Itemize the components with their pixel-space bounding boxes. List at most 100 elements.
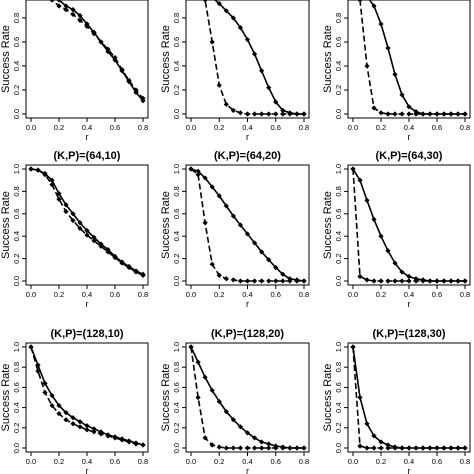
y-tick-label: 0.0 bbox=[12, 109, 21, 119]
dashed-series-line bbox=[30, 168, 144, 277]
data-point-marker bbox=[195, 172, 201, 178]
plot-area bbox=[44, 0, 146, 104]
data-point-marker bbox=[266, 278, 272, 284]
data-point-marker bbox=[202, 0, 208, 3]
data-point-marker bbox=[84, 228, 90, 234]
data-point-marker bbox=[105, 433, 111, 439]
x-tick-label: 0.4 bbox=[242, 123, 252, 132]
x-tick-label: 0.0 bbox=[348, 457, 358, 466]
data-point-marker bbox=[251, 445, 258, 451]
solid-series-line bbox=[213, 0, 304, 115]
data-point-marker bbox=[230, 277, 236, 283]
y-tick-label: 0.8 bbox=[172, 13, 181, 23]
data-point-marker bbox=[259, 439, 265, 445]
plot-frame bbox=[347, 342, 471, 453]
x-tick-label: 0.8 bbox=[460, 457, 470, 466]
y-tick-label: 0.0 bbox=[334, 109, 343, 119]
x-tick-label: 0.2 bbox=[214, 123, 224, 132]
x-tick-label: 0.0 bbox=[26, 290, 36, 299]
data-point-marker bbox=[42, 380, 48, 386]
x-tick-label: 0.0 bbox=[348, 290, 358, 299]
data-point-marker bbox=[209, 387, 215, 394]
data-point-marker bbox=[244, 430, 251, 436]
y-tick-label: 0.4 bbox=[334, 61, 343, 71]
data-point-marker bbox=[357, 273, 363, 280]
data-point-marker bbox=[91, 31, 97, 37]
x-tick-label: 0.2 bbox=[54, 290, 64, 299]
data-point-marker bbox=[77, 17, 83, 23]
data-point-marker bbox=[364, 197, 370, 203]
data-point-marker bbox=[448, 278, 454, 284]
x-tick-label: 0.2 bbox=[214, 290, 224, 299]
data-point-marker bbox=[42, 172, 48, 178]
y-tick-label: 0.4 bbox=[12, 61, 21, 71]
data-point-marker bbox=[364, 63, 370, 69]
y-tick-label: 0.6 bbox=[12, 382, 21, 392]
y-tick-label: 0.0 bbox=[172, 109, 181, 119]
panel-title: (K,P)=(128,10) bbox=[50, 328, 123, 340]
panel-title: (K,P)=(64,20) bbox=[214, 150, 281, 162]
data-point-marker bbox=[385, 248, 391, 254]
y-tick-label: 0.2 bbox=[334, 253, 343, 263]
data-point-marker bbox=[223, 101, 229, 107]
data-point-marker bbox=[230, 15, 236, 21]
x-tick-label: 0.8 bbox=[460, 123, 470, 132]
data-point-marker bbox=[399, 92, 405, 98]
data-point-marker bbox=[216, 444, 222, 450]
y-tick-label: 1.0 bbox=[334, 164, 343, 174]
panel-title: (K,P)=(128,30) bbox=[372, 328, 445, 340]
y-tick-label: 0.4 bbox=[172, 402, 181, 412]
data-point-marker bbox=[209, 261, 215, 267]
x-axis-label: r bbox=[246, 299, 249, 309]
data-point-marker bbox=[371, 105, 377, 111]
y-tick-label: 1.0 bbox=[12, 164, 21, 174]
y-tick-label: 0.8 bbox=[172, 362, 181, 372]
data-point-marker bbox=[251, 51, 258, 57]
data-point-marker bbox=[133, 441, 139, 447]
data-point-marker bbox=[266, 257, 272, 263]
data-point-marker bbox=[112, 254, 118, 261]
data-point-marker bbox=[266, 111, 272, 117]
data-point-marker bbox=[98, 431, 104, 437]
solid-series-line bbox=[352, 168, 465, 282]
data-point-marker bbox=[49, 392, 55, 399]
x-axis-label: r bbox=[246, 132, 249, 142]
data-point-marker bbox=[98, 39, 104, 45]
data-point-marker bbox=[392, 71, 398, 77]
data-point-marker bbox=[413, 278, 419, 284]
data-point-marker bbox=[434, 445, 440, 451]
y-tick-label: 0.0 bbox=[12, 443, 21, 453]
y-tick-label: 0.6 bbox=[172, 37, 181, 47]
data-point-marker bbox=[244, 231, 251, 237]
data-point-marker bbox=[273, 264, 279, 271]
data-point-marker bbox=[251, 240, 258, 246]
y-tick-label: 0.8 bbox=[12, 362, 21, 372]
data-point-marker bbox=[28, 344, 34, 350]
data-point-marker bbox=[237, 222, 244, 228]
data-point-marker bbox=[420, 445, 426, 451]
data-point-marker bbox=[77, 220, 83, 226]
data-point-marker bbox=[259, 278, 265, 284]
x-tick-label: 0.4 bbox=[82, 290, 92, 299]
data-point-marker bbox=[406, 278, 412, 284]
data-point-marker bbox=[63, 208, 69, 215]
data-point-marker bbox=[223, 276, 229, 282]
data-point-marker bbox=[28, 166, 34, 172]
data-point-marker bbox=[195, 394, 201, 401]
panel-title: (K,P)=(128,20) bbox=[211, 328, 284, 340]
plot-area bbox=[350, 344, 468, 451]
data-point-marker bbox=[434, 278, 440, 284]
y-tick-label: 0.6 bbox=[12, 37, 21, 47]
solid-series-line bbox=[56, 0, 144, 102]
x-tick-label: 0.2 bbox=[54, 457, 64, 466]
y-axis-label: Success Rate bbox=[0, 364, 12, 432]
data-point-marker bbox=[294, 445, 300, 451]
x-tick-label: 0.0 bbox=[26, 123, 36, 132]
y-tick-label: 0.4 bbox=[172, 61, 181, 71]
x-axis-label: r bbox=[86, 466, 89, 474]
x-tick-label: 0.2 bbox=[376, 123, 386, 132]
data-point-marker bbox=[364, 277, 370, 283]
data-point-marker bbox=[280, 107, 286, 113]
data-point-marker bbox=[462, 111, 468, 117]
x-tick-label: 0.2 bbox=[214, 457, 224, 466]
